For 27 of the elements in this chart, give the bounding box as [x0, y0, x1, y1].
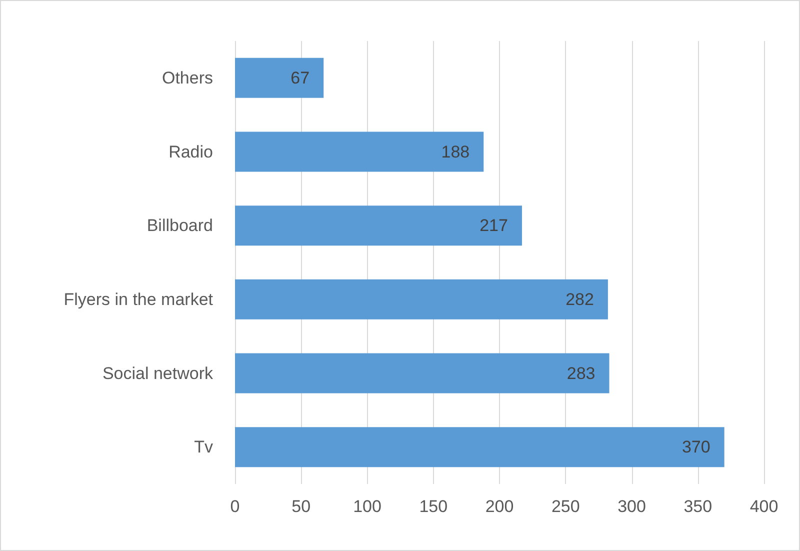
x-tick-label: 100	[353, 497, 382, 516]
data-label: 370	[682, 438, 710, 457]
y-tick-label: Radio	[168, 142, 213, 162]
data-label: 67	[290, 68, 310, 88]
x-tick-label: 150	[419, 497, 448, 516]
bar	[235, 206, 522, 246]
x-tick-label: 0	[230, 497, 240, 516]
bar	[235, 132, 484, 172]
bar	[235, 353, 610, 394]
data-label: 283	[566, 364, 596, 383]
x-tick-label: 300	[618, 497, 646, 516]
y-tick-label: Social network	[102, 364, 214, 383]
y-tick-label: Billboard	[146, 216, 213, 236]
y-tick-label: Flyers in the market	[64, 290, 214, 309]
bar	[235, 58, 324, 98]
x-tick-label: 200	[485, 497, 514, 516]
data-label: 282	[566, 290, 594, 309]
x-tick-label: 250	[551, 497, 580, 516]
bar	[235, 279, 608, 320]
y-tick-label: Tv	[194, 438, 214, 457]
x-tick-label: 350	[684, 497, 712, 516]
data-label: 217	[480, 216, 508, 236]
x-tick-label: 50	[292, 497, 311, 516]
bar	[235, 427, 724, 468]
y-tick-label: Others	[162, 68, 213, 88]
data-label: 188	[441, 142, 470, 162]
x-tick-label: 400	[750, 497, 778, 516]
